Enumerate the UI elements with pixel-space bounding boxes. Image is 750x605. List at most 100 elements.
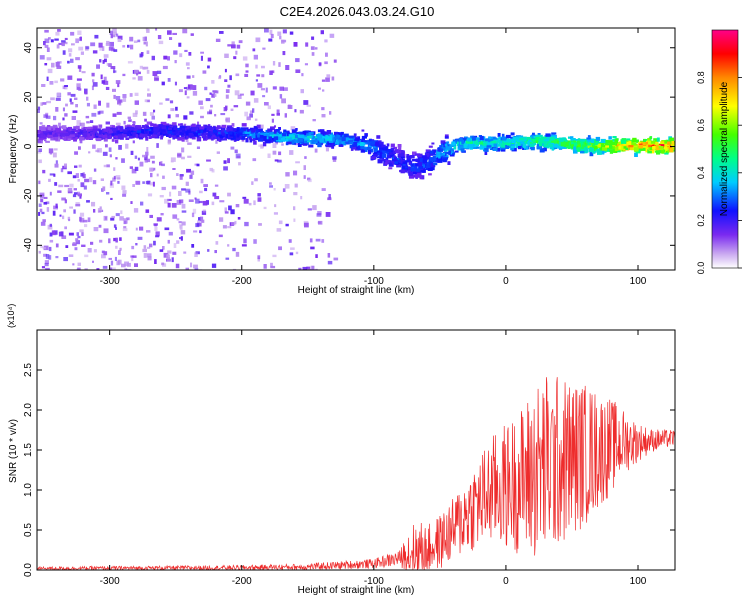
spectrogram-ridge-cell xyxy=(362,140,368,143)
spectrogram-ridge-cell xyxy=(376,156,382,159)
spectrogram-noise-cell xyxy=(49,173,55,176)
spectrogram-ridge-cell xyxy=(570,136,574,140)
spectrogram-ridge-cell xyxy=(71,128,77,131)
spectrogram-noise-cell xyxy=(82,219,88,223)
spectrogram-ridge-cell xyxy=(326,130,332,135)
spectrogram-ridge-cell xyxy=(219,135,224,139)
spectrogram-noise-cell xyxy=(279,86,284,91)
spectrogram-ridge-cell xyxy=(532,132,535,137)
spectrogram-noise-cell xyxy=(169,191,172,197)
spectrogram-x-tick-label: 100 xyxy=(630,276,647,287)
spectrogram-ridge-cell xyxy=(329,137,333,142)
spectrogram-ridge-cell xyxy=(531,138,536,142)
spectrogram-noise-cell xyxy=(40,221,46,226)
spectrogram-noise-cell xyxy=(325,212,331,217)
spectrogram-noise-cell xyxy=(149,112,154,116)
spectrogram-ridge-cell xyxy=(650,149,655,154)
spectrogram-noise-cell xyxy=(200,51,204,54)
spectrogram-noise-cell xyxy=(38,203,42,207)
spectrogram-noise-cell xyxy=(149,182,154,186)
spectrogram-noise-cell xyxy=(150,172,153,178)
spectrogram-noise-cell xyxy=(130,255,134,258)
spectrogram-noise-cell xyxy=(329,111,332,115)
spectrogram-noise-cell xyxy=(185,188,191,193)
spectrogram-ridge-cell xyxy=(450,150,454,154)
spectrogram-noise-cell xyxy=(315,238,321,242)
spectrogram-noise-cell xyxy=(257,257,260,262)
spectrogram-ridge-cell xyxy=(526,136,532,140)
spectrogram-ridge-cell xyxy=(486,145,492,148)
spectrogram-noise-cell xyxy=(146,50,150,54)
spectrogram-noise-cell xyxy=(151,160,155,164)
spectrogram-noise-cell xyxy=(206,159,211,162)
spectrogram-noise-cell xyxy=(200,55,203,61)
spectrogram-noise-cell xyxy=(43,196,48,199)
spectrogram-ridge-cell xyxy=(96,133,99,136)
spectrogram-ridge-cell xyxy=(577,138,581,143)
snr-x-tick-label: -100 xyxy=(364,576,384,587)
spectrogram-ridge-cell xyxy=(263,135,267,141)
spectrogram-noise-cell xyxy=(254,178,258,182)
spectrogram-ridge-cell xyxy=(126,126,130,131)
spectrogram-noise-cell xyxy=(225,89,230,93)
spectrogram-ridge-cell xyxy=(387,155,392,159)
colorbar-tick-label: 0.2 xyxy=(696,214,706,227)
spectrogram-noise-cell xyxy=(136,73,139,76)
spectrogram-ridge-cell xyxy=(517,143,521,146)
spectrogram-noise-cell xyxy=(199,216,204,222)
spectrogram-ridge-cell xyxy=(414,174,420,178)
spectrogram-noise-cell xyxy=(261,124,264,129)
spectrogram-ridge-cell xyxy=(618,145,622,150)
spectrogram-ridge-cell xyxy=(483,144,487,147)
spectrogram-ridge-cell xyxy=(444,143,448,147)
spectrogram-ridge-cell xyxy=(46,125,51,128)
spectrogram-noise-cell xyxy=(69,206,73,209)
spectrogram-ridge-cell xyxy=(501,143,506,148)
spectrogram-ridge-cell xyxy=(476,146,480,149)
spectrogram-noise-cell xyxy=(49,81,54,85)
spectrogram-ridge-cell xyxy=(218,131,222,135)
spectrogram-noise-cell xyxy=(169,37,173,40)
spectrogram-noise-cell xyxy=(40,245,43,249)
spectrogram-noise-cell xyxy=(174,60,177,64)
spectrogram-ridge-cell xyxy=(410,167,416,172)
spectrogram-noise-cell xyxy=(322,89,325,92)
spectrogram-ridge-cell xyxy=(355,138,360,141)
spectrogram-noise-cell xyxy=(193,264,198,269)
spectrogram-noise-cell xyxy=(80,182,85,188)
spectrogram-ridge-cell xyxy=(574,142,577,147)
spectrogram-ridge-cell xyxy=(600,138,606,143)
spectrogram-ridge-cell xyxy=(317,135,322,140)
spectrogram-noise-cell xyxy=(75,173,79,178)
spectrogram-noise-cell xyxy=(287,105,293,109)
spectrogram-ridge-cell xyxy=(294,134,299,139)
spectrogram-noise-cell xyxy=(78,88,82,91)
spectrogram-noise-cell xyxy=(64,163,67,168)
spectrogram-ridge-cell xyxy=(119,129,123,132)
spectrogram-noise-cell xyxy=(181,203,186,209)
spectrogram-noise-cell xyxy=(260,88,265,91)
spectrogram-ridge-cell xyxy=(172,135,178,139)
spectrogram-ridge-cell xyxy=(399,169,405,173)
spectrogram-ridge-cell xyxy=(358,139,362,144)
spectrogram-noise-cell xyxy=(204,86,208,91)
spectrogram-ridge-cell xyxy=(546,135,549,139)
spectrogram-ridge-cell xyxy=(528,139,532,142)
spectrogram-noise-cell xyxy=(131,168,137,174)
spectrogram-ridge-cell xyxy=(584,142,588,146)
spectrogram-ridge-cell xyxy=(664,146,668,150)
spectrogram-noise-cell xyxy=(79,139,83,144)
spectrogram-ridge-cell xyxy=(392,150,397,155)
spectrogram-ridge-cell xyxy=(303,133,308,138)
spectrogram-ridge-cell xyxy=(155,134,158,138)
spectrogram-noise-cell xyxy=(91,72,95,77)
spectrogram-noise-cell xyxy=(135,180,141,185)
spectrogram-ridge-cell xyxy=(439,145,443,149)
spectrogram-noise-cell xyxy=(243,238,247,244)
spectrogram-ridge-cell xyxy=(75,137,78,140)
spectrogram-ridge-cell xyxy=(592,150,596,154)
spectrogram-noise-cell xyxy=(49,191,52,196)
spectrogram-noise-cell xyxy=(46,47,50,52)
spectrogram-noise-cell xyxy=(242,196,247,199)
spectrogram-noise-cell xyxy=(152,181,155,187)
